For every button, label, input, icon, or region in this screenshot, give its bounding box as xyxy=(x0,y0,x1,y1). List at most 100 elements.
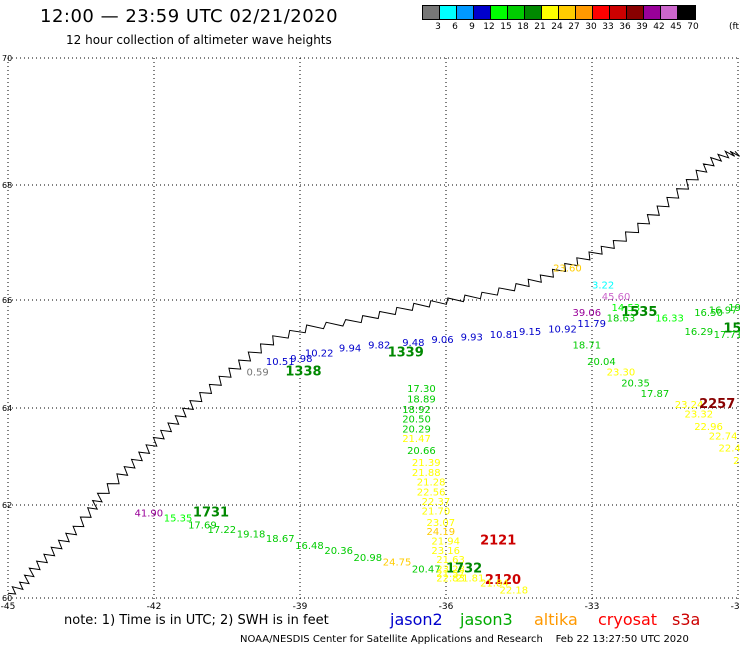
legend-swatch xyxy=(474,6,491,19)
wave-height-label: 21.94 xyxy=(431,537,460,548)
map-grid xyxy=(7,57,739,600)
wave-height-label: 16.97 xyxy=(709,306,738,317)
lat-tick-label: 66 xyxy=(2,296,12,305)
wave-height-label: 9.15 xyxy=(519,327,541,338)
wave-height-label: 17.87 xyxy=(641,389,670,400)
legend-label: 45 xyxy=(670,22,682,32)
wave-height-label: 21.28 xyxy=(417,478,446,489)
legend-label: 24 xyxy=(551,22,563,32)
wave-height-label: 23.30 xyxy=(607,368,636,379)
wave-height-label: 20.50 xyxy=(402,415,431,426)
wave-height-label: 21.47 xyxy=(402,434,431,445)
wave-height-label: 23.28 xyxy=(436,564,465,575)
time-label: 2257 xyxy=(699,397,735,412)
lon-tick-label: -42 xyxy=(147,602,162,612)
time-label: 1338 xyxy=(285,365,321,380)
wave-height-label: 20.35 xyxy=(621,378,650,389)
lon-tick-label: -36 xyxy=(439,602,454,612)
wave-height-label: 19.50 xyxy=(728,303,740,314)
time-label: 1731 xyxy=(193,506,229,521)
legend-label: 39 xyxy=(636,22,648,32)
wave-height-label: 10.92 xyxy=(548,324,577,335)
wave-height-label: 20.66 xyxy=(407,446,436,457)
wave-height-label: 39.06 xyxy=(573,308,602,319)
wave-height-label: 3.22 xyxy=(592,281,614,292)
lat-tick-label: 62 xyxy=(2,501,12,510)
legend-swatch xyxy=(508,6,525,19)
legend-swatch xyxy=(627,6,644,19)
legend-label: 3 xyxy=(435,22,441,32)
legend-bar xyxy=(422,5,696,20)
legend-label: 33 xyxy=(602,22,614,32)
wave-height-label: 22.37 xyxy=(422,497,451,508)
legend-swatch xyxy=(678,6,695,19)
satellite-cryosat: cryosat xyxy=(598,610,658,629)
wave-height-label: 23.07 xyxy=(427,518,456,529)
legend-label: 15 xyxy=(500,22,512,32)
time-label: 1732 xyxy=(446,561,482,576)
wave-height-label: 9.98 xyxy=(290,354,312,365)
axis-labels: 70 68 66 64 62 60-45 -42 -39 -36 -33 -30 xyxy=(1,54,740,612)
wave-height-label: 18.92 xyxy=(402,405,431,416)
legend-swatch xyxy=(542,6,559,19)
lon-tick-label: -45 xyxy=(1,602,16,612)
legend-label: 9 xyxy=(469,22,475,32)
legend-label: 12 xyxy=(483,22,495,32)
time-label: 1536 xyxy=(723,321,740,336)
legend-swatch xyxy=(576,6,593,19)
lon-tick-label: -33 xyxy=(585,602,600,612)
legend-label: 27 xyxy=(568,22,580,32)
wave-height-label: 14.53 xyxy=(611,303,640,314)
lat-tick-label: 68 xyxy=(2,181,12,190)
wave-height-label: 11.79 xyxy=(577,319,606,330)
wave-height-label: 0.59 xyxy=(246,368,268,379)
lon-tick-label: -30 xyxy=(731,602,740,612)
wave-height-label: 10.81 xyxy=(490,330,519,341)
satellite-jason3: jason3 xyxy=(460,610,513,629)
wave-height-label: 17.30 xyxy=(407,384,436,395)
wave-height-label: 20.04 xyxy=(587,357,616,368)
legend-swatch xyxy=(491,6,508,19)
wave-height-label: 22.74 xyxy=(709,432,738,443)
wave-height-label: 20.98 xyxy=(354,553,383,564)
wave-height-label: 17.71 xyxy=(714,330,740,341)
wave-height-label: 20.29 xyxy=(402,424,431,435)
legend-swatch xyxy=(559,6,576,19)
legend-swatch xyxy=(525,6,542,19)
wave-height-label: 9.06 xyxy=(431,335,453,346)
legend-label: 42 xyxy=(653,22,665,32)
wave-height-label: 21.63 xyxy=(436,555,465,566)
wave-height-label: 18.63 xyxy=(607,314,636,325)
wave-height-label: 9.94 xyxy=(339,343,361,354)
wave-height-label: 16.50 xyxy=(694,308,723,319)
wave-height-label: 21.39 xyxy=(412,458,441,469)
wave-height-label: 21.84 xyxy=(480,578,509,589)
legend-label: 18 xyxy=(517,22,529,32)
wave-height-label: 18.67 xyxy=(266,534,295,545)
wave-height-label: 21.70 xyxy=(422,506,451,517)
wave-height-label: 9.93 xyxy=(461,333,483,344)
wave-height-label: 15.35 xyxy=(164,513,193,524)
note-text: note: 1) Time is in UTC; 2) SWH is in fe… xyxy=(64,613,329,628)
wave-height-label: 45.60 xyxy=(602,292,631,303)
wave-height-label: 23.32 xyxy=(684,410,713,421)
wave-height-label: 16.29 xyxy=(684,327,713,338)
page-title: 12:00 — 23:59 UTC 02/21/2020 xyxy=(40,6,339,27)
wave-height-label: 20.36 xyxy=(324,546,353,557)
lat-tick-label: 64 xyxy=(2,404,12,413)
legend-swatch xyxy=(593,6,610,19)
wave-height-label: 24.75 xyxy=(383,557,412,568)
wave-height-label: 17.22 xyxy=(208,525,237,536)
legend-label: 6 xyxy=(452,22,458,32)
page-subtitle: 12 hour collection of altimeter wave hei… xyxy=(66,33,332,47)
legend-unit: (ft) xyxy=(729,22,740,32)
wave-height-label: 16.33 xyxy=(655,314,684,325)
wave-height-label: 23.24 xyxy=(675,400,704,411)
legend-label: 30 xyxy=(585,22,597,32)
satellite-jason2: jason2 xyxy=(390,610,443,629)
wave-height-label: 10.22 xyxy=(305,349,334,360)
wave-height-label: 23.60 xyxy=(553,263,582,274)
